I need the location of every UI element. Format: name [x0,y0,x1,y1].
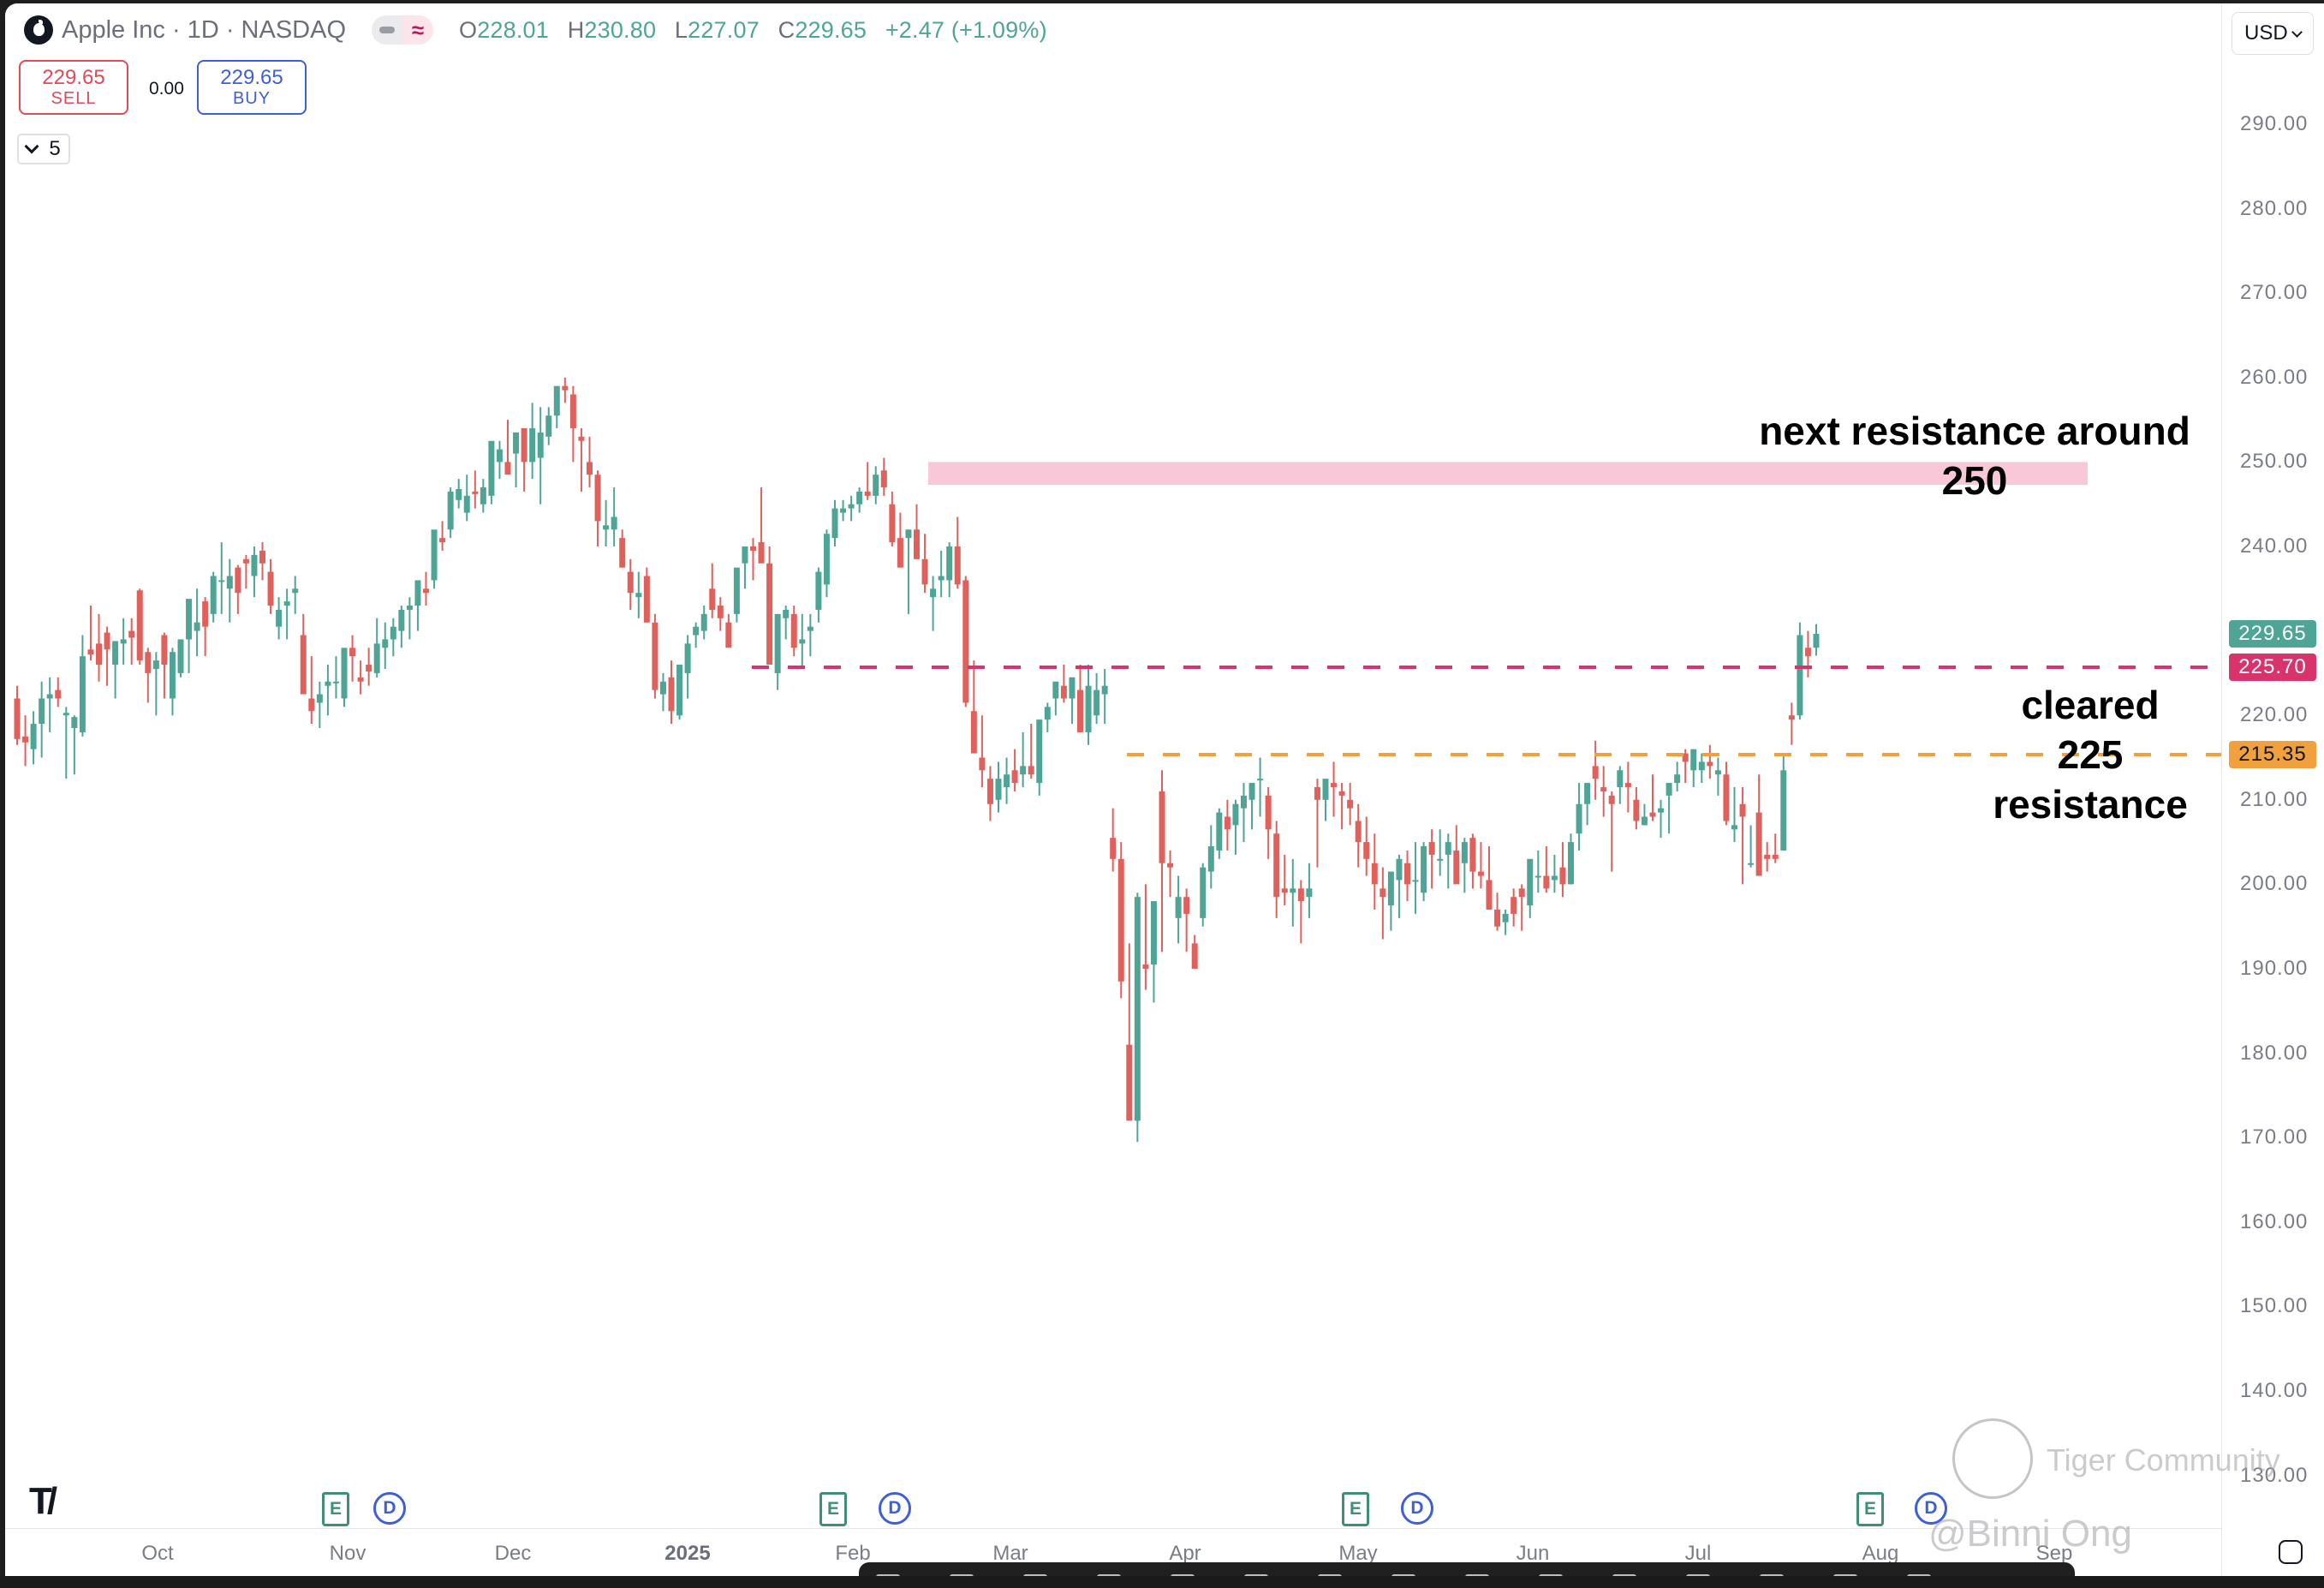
price-tick: 290.00 [2240,112,2309,135]
price-tick: 170.00 [2240,1125,2309,1149]
watermark-author: @Binni Ong [1928,1513,2132,1555]
indicator-wave-icon[interactable]: ≈ [402,15,433,45]
sell-button[interactable]: 229.65 SELL [19,60,128,115]
volume-toggle-icon[interactable] [372,15,402,45]
apple-logo-icon [24,15,53,45]
chart-window: Apple Inc · 1D · NASDAQ ≈ O228.01 H230.8… [5,3,2324,1588]
annotation-next-resistance[interactable]: next resistance around 250 [1735,406,2214,505]
annotation-line: cleared [2021,683,2160,727]
price-tick: 270.00 [2240,281,2309,305]
annotation-line: next resistance around [1759,409,2190,453]
price-tick: 280.00 [2240,196,2309,220]
price-tick: 200.00 [2240,872,2309,896]
time-tick: Feb [835,1542,871,1565]
price-tick: 210.00 [2240,787,2309,811]
dividend-marker-icon[interactable]: D [879,1492,911,1525]
time-tick: Mar [992,1542,1028,1565]
price-tick: 180.00 [2240,1041,2309,1065]
watermark-brand: Tiger Community [2047,1442,2280,1478]
indicators-collapse-button[interactable]: 5 [17,134,70,164]
price-tick: 220.00 [2240,703,2309,727]
time-tick: Dec [494,1542,532,1565]
indicator-count: 5 [49,137,61,160]
candlestick-chart[interactable] [5,3,2221,1528]
time-axis-divider [5,1528,2221,1529]
last-price-label: 229.65 [2229,620,2316,648]
time-tick: Nov [329,1542,366,1565]
legend-toggle[interactable]: ≈ [372,15,433,45]
annotation-cleared-resistance[interactable]: cleared 225 resistance [1949,680,2232,829]
low-value: 227.07 [688,16,760,43]
time-tick: Aug [1862,1542,1899,1565]
open-value: 228.01 [477,16,549,43]
price-tick: 140.00 [2240,1379,2309,1402]
dividend-marker-icon[interactable]: D [1915,1492,1947,1525]
low-label: L [674,16,688,43]
price-tick: 240.00 [2240,534,2309,558]
time-tick: 2025 [664,1542,711,1565]
time-tick: Sep [2035,1542,2073,1565]
earnings-marker-icon[interactable]: E [819,1492,847,1526]
earnings-marker-icon[interactable]: E [1342,1492,1369,1526]
sell-label: SELL [51,89,97,108]
ohlc-values: O228.01 H230.80 L227.07 C229.65 +2.47 (+… [459,17,1059,44]
high-label: H [567,16,585,43]
line-225-price-label: 225.70 [2229,653,2316,681]
price-tick: 260.00 [2240,365,2309,389]
tiger-logo-icon [1952,1418,2033,1499]
time-tick: May [1338,1542,1378,1565]
price-axis-divider [2221,3,2222,1588]
price-tick: 150.00 [2240,1294,2309,1318]
dividend-marker-icon[interactable]: D [373,1492,406,1525]
symbol-title[interactable]: Apple Inc · 1D · NASDAQ [62,15,346,44]
window-bottom-edge [0,1576,2324,1588]
time-tick: Apr [1169,1542,1201,1565]
annotation-line: 225 [2057,732,2124,777]
price-tick: 190.00 [2240,957,2309,980]
close-label: C [778,16,796,43]
tradingview-logo-icon[interactable]: T/ [29,1480,57,1522]
price-tick: 250.00 [2240,450,2309,474]
price-tick: 160.00 [2240,1209,2309,1233]
currency-value: USD [2244,21,2288,45]
buy-price: 229.65 [220,66,283,89]
sell-price: 229.65 [42,66,105,89]
annotation-line: 250 [1941,458,2008,503]
currency-select[interactable]: USD [2232,12,2314,55]
symbol-legend: Apple Inc · 1D · NASDAQ ≈ O228.01 H230.8… [24,15,1059,45]
buy-label: BUY [232,89,271,108]
earnings-marker-icon[interactable]: E [322,1492,349,1526]
resistance-zone[interactable] [928,462,2088,486]
spread-value: 0.00 [149,79,184,99]
change-value: +2.47 (+1.09%) [885,16,1047,43]
chart-settings-icon[interactable] [2279,1540,2303,1564]
earnings-marker-icon[interactable]: E [1856,1492,1884,1526]
chevron-down-icon [2291,26,2303,38]
open-label: O [459,16,478,43]
buy-button[interactable]: 229.65 BUY [197,60,307,115]
dividend-marker-icon[interactable]: D [1401,1492,1433,1525]
time-tick: Jun [1516,1542,1550,1565]
chevron-down-icon [24,139,39,154]
close-value: 229.65 [795,16,867,43]
time-tick: Oct [141,1542,174,1565]
time-tick: Jul [1684,1542,1712,1565]
annotation-line: resistance [1993,782,2188,827]
high-value: 230.80 [584,16,657,43]
line-215-price-label: 215.35 [2229,741,2316,769]
price-tick: 130.00 [2240,1463,2309,1487]
